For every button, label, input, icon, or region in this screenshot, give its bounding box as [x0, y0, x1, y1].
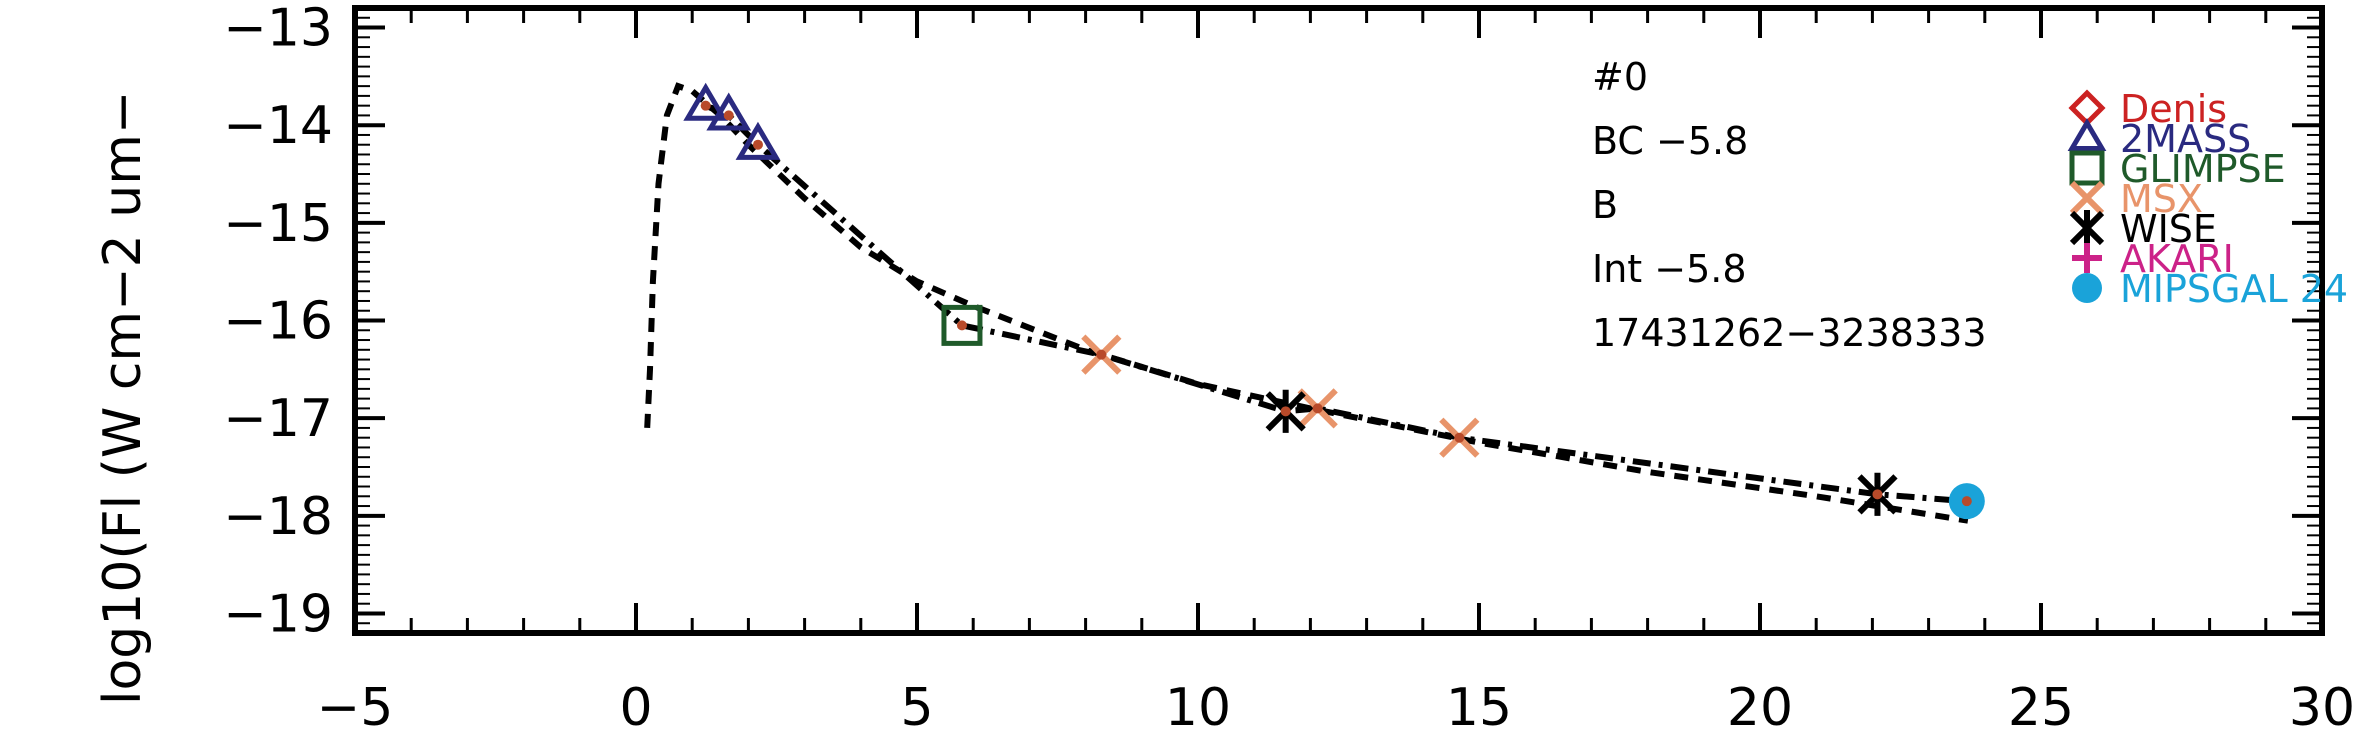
data-point-center [1096, 349, 1107, 360]
x-tick-label: 20 [1727, 678, 1793, 738]
annotation-text: B [1592, 183, 1618, 227]
legend-label: Denis [2120, 87, 2227, 131]
annotation-text: 17431262−3238333 [1592, 311, 1987, 355]
legend-marker [2067, 118, 2107, 151]
y-tick-label: −19 [223, 584, 333, 644]
legend-marker [2072, 243, 2102, 273]
y-tick-label: −18 [223, 487, 333, 547]
x-tick-label: 15 [1446, 678, 1512, 738]
annotation-text: Int −5.8 [1592, 247, 1747, 291]
tick-labels: −5 0 5 10 15 20 25 30 −13 −14 −15 −16 −17 −18 −19 [223, 0, 2355, 738]
legend-marker [2069, 150, 2105, 186]
legend-label: MIPSGAL 24 [2120, 267, 2348, 311]
data-point-center [752, 139, 763, 150]
data-point-center [1961, 496, 1972, 507]
data-point-triangle [735, 121, 781, 160]
y-tick-label: −14 [223, 96, 333, 156]
y-tick-label: −16 [223, 292, 333, 352]
data-point-center [1454, 432, 1465, 443]
data-point-center [1312, 403, 1323, 414]
model-curves [644, 82, 1969, 524]
data-points [683, 82, 1985, 520]
model-curve-dashed [644, 82, 1969, 524]
y-tick-label: −15 [223, 194, 333, 254]
legend-label: GLIMPSE [2120, 147, 2286, 191]
legend-label: MSX [2120, 177, 2203, 221]
legend-label: 2MASS [2120, 117, 2251, 161]
x-tick-label: 5 [900, 678, 933, 738]
legend-label: AKARI [2120, 237, 2234, 281]
y-axis-label: log10(Fl (W cm−2 um− [93, 91, 153, 705]
fit-curve-dashdot [704, 102, 1968, 505]
data-point-square [941, 304, 983, 346]
x-tick-label: −5 [317, 678, 394, 738]
y-tick-label: −17 [223, 389, 333, 449]
axis-ticks [353, 7, 2324, 634]
data-point-center [1280, 406, 1291, 417]
x-tick-label: 25 [2008, 678, 2074, 738]
data-point-triangle [706, 92, 752, 131]
legend-marker [2072, 273, 2102, 303]
data-point-center [723, 110, 734, 121]
annotation-text: BC −5.8 [1592, 119, 1748, 163]
data-point-triangle [683, 82, 729, 121]
annotations: #0 BC −5.8 B Int −5.8 17431262−3238333 [1592, 55, 1987, 355]
data-point-center [700, 100, 711, 111]
annotation-text: #0 [1592, 55, 1648, 99]
x-tick-label: 0 [619, 678, 652, 738]
x-tick-label: 10 [1165, 678, 1231, 738]
x-tick-label: 30 [2289, 678, 2355, 738]
legend-marker [2069, 210, 2105, 246]
y-tick-label: −13 [223, 0, 333, 59]
legend-marker [2069, 180, 2105, 216]
legend-label: WISE [2120, 207, 2217, 251]
data-point-center [956, 320, 967, 331]
data-point-center [1872, 489, 1883, 500]
